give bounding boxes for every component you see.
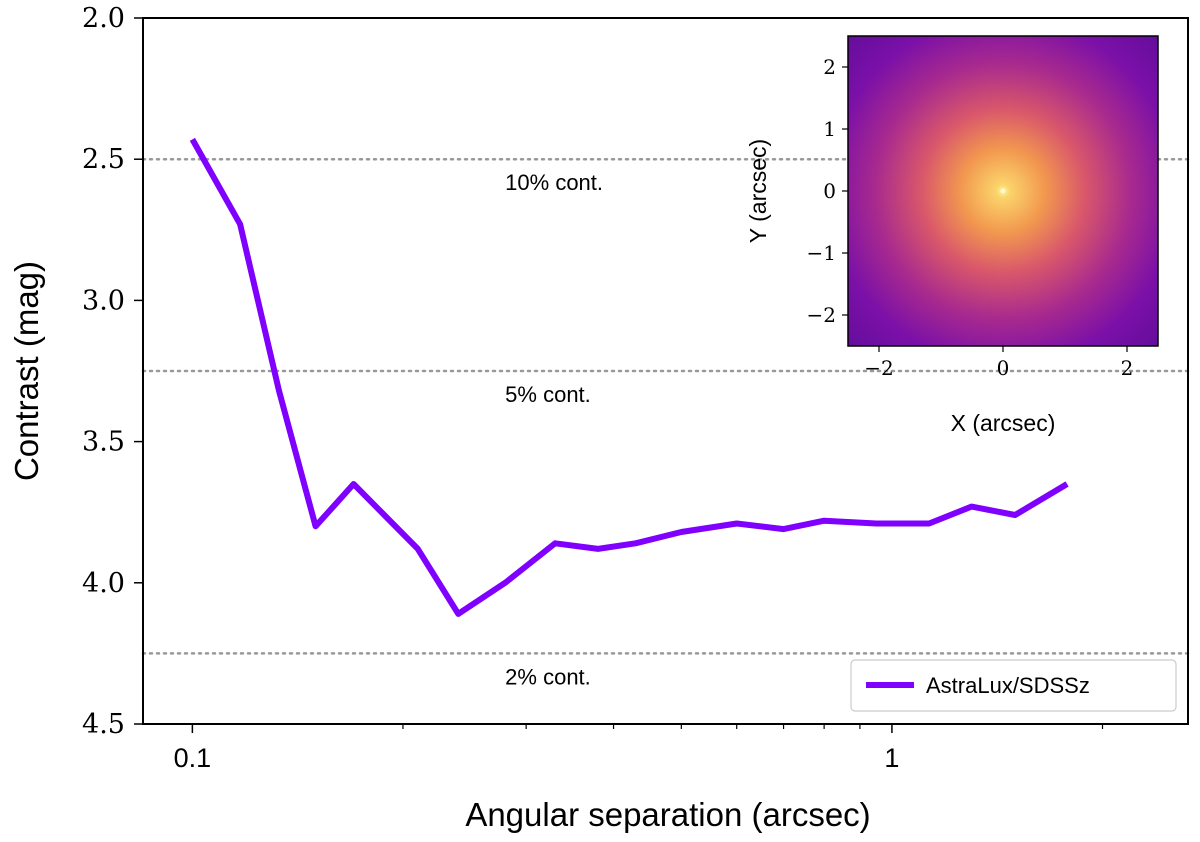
inset-x-tick-label-1: 0 (997, 356, 1010, 380)
inset-y-tick-label-4: −2 (807, 303, 836, 327)
inset-center-peak (1000, 188, 1006, 194)
reference-label-0: 10% cont. (505, 170, 603, 195)
inset-y-tick-label-0: 2 (823, 55, 836, 79)
x-axis-label: Angular separation (arcsec) (465, 796, 870, 833)
inset-y-tick-label-3: −1 (807, 241, 836, 265)
legend: AstraLux/SDSSz (850, 659, 1177, 712)
series-line-astralux-sdssz (189, 137, 1069, 617)
x-axis-ticks: 0.1 1 (174, 724, 1104, 773)
y-tick-label-1: 2.5 (82, 144, 125, 175)
y-tick-label-2: 3.0 (82, 285, 125, 316)
inset-y-ticks: 2 1 0 −1 −2 (807, 55, 848, 327)
reference-label-1: 5% cont. (505, 382, 591, 407)
y-tick-label-4: 4.0 (82, 568, 125, 599)
inset-y-tick-label-1: 1 (823, 117, 836, 141)
main-plot-frame (142, 17, 1189, 725)
inset-x-ticks: −2 0 2 (864, 346, 1133, 380)
inset-heatmap: −2 0 2 2 1 0 −1 −2 X (arcsec) Y (arcsec) (745, 35, 1159, 436)
reference-label-2: 2% cont. (505, 664, 591, 689)
y-tick-label-3: 3.5 (82, 427, 125, 458)
legend-box (850, 659, 1177, 712)
inset-x-label: X (arcsec) (951, 410, 1056, 436)
y-tick-label-5: 4.5 (82, 709, 125, 740)
inset-y-label: Y (arcsec) (745, 139, 771, 243)
y-axis-label: Contrast (mag) (8, 261, 45, 481)
x-tick-label-1: 1 (884, 743, 899, 773)
x-tick-label-0: 0.1 (174, 743, 212, 773)
inset-y-tick-label-2: 0 (823, 179, 836, 203)
inset-x-tick-label-2: 2 (1121, 356, 1134, 380)
reference-labels: 10% cont. 5% cont. 2% cont. (505, 170, 603, 689)
y-tick-label-0: 2.0 (82, 3, 125, 34)
legend-label: AstraLux/SDSSz (926, 673, 1090, 698)
inset-x-tick-label-0: −2 (864, 356, 893, 380)
y-axis-ticks: 2.0 2.5 3.0 3.5 4.0 4.5 (82, 3, 143, 740)
